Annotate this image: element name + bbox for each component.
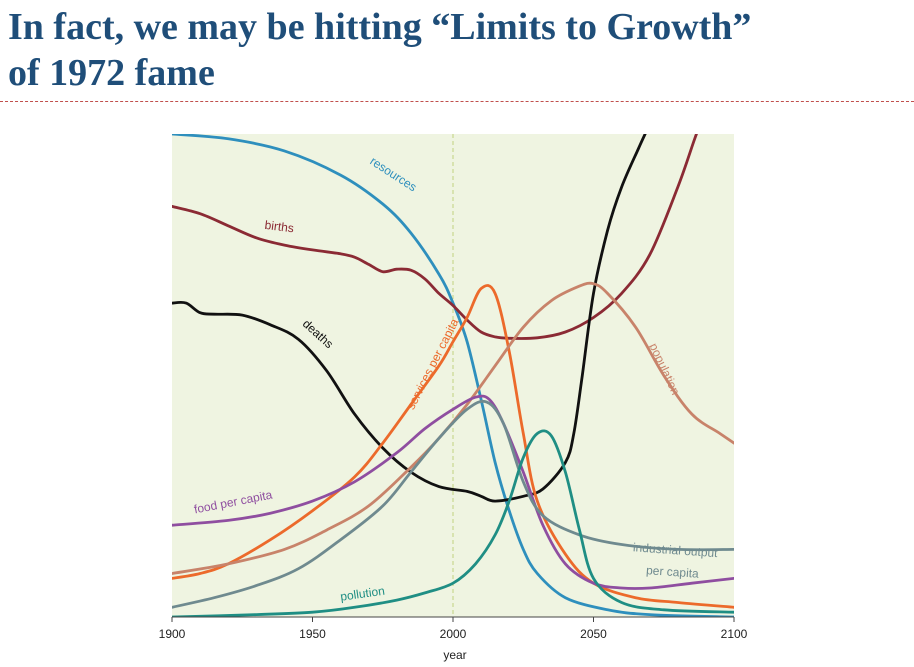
- x-axis-title: year: [443, 648, 466, 662]
- series-label-births: births: [264, 218, 295, 235]
- series-line-births: [172, 134, 698, 340]
- series-line-resources: [172, 134, 734, 617]
- x-tick-label-2000: 2000: [440, 627, 467, 641]
- series-lines: [172, 134, 734, 617]
- series-label-industrial-output: industrial output: [633, 540, 719, 560]
- series-line-services-per-capita: [172, 284, 734, 609]
- x-tick-label-2050: 2050: [580, 627, 607, 641]
- slide-title: In fact, we may be hitting “Limits to Gr…: [8, 4, 908, 96]
- series-line-deaths: [172, 134, 647, 503]
- series-line-pollution: [172, 429, 734, 617]
- series-line-industrial-output: [172, 399, 734, 609]
- series-label-extra-0: per capita: [646, 563, 700, 581]
- series-line-population: [172, 281, 734, 575]
- slide-title-line-2: of 1972 fame: [8, 52, 215, 94]
- series-label-pollution: pollution: [339, 584, 385, 604]
- x-tick-label-2100: 2100: [721, 627, 748, 641]
- x-tick-label-1950: 1950: [299, 627, 326, 641]
- x-tick-label-1900: 1900: [159, 627, 186, 641]
- slide-title-line-1: In fact, we may be hitting “Limits to Gr…: [8, 6, 752, 48]
- title-divider: [0, 101, 914, 102]
- series-line-food-per-capita: [172, 394, 734, 590]
